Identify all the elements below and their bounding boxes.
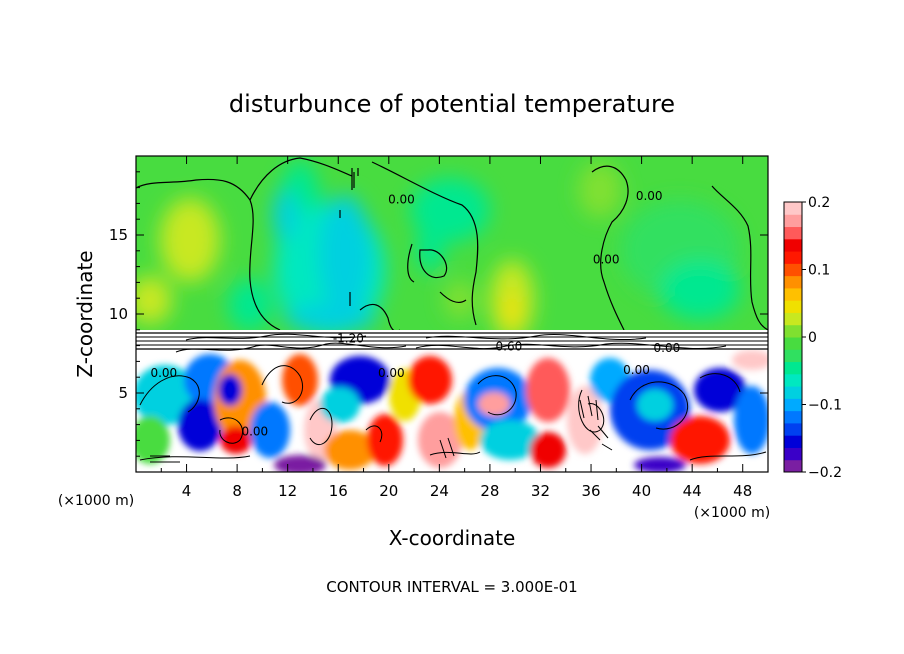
contour-label: 0.60 <box>496 339 523 353</box>
x-tick-label: 8 <box>232 482 242 500</box>
colorbar-swatch <box>784 202 802 215</box>
colorbar: 0.2 0.1 0 −0.1 −0.2 <box>783 195 842 481</box>
colorbar-swatch <box>784 287 802 301</box>
lower-field <box>136 350 768 472</box>
contour-label: 0.00 <box>593 252 620 266</box>
y-tick-label: 10 <box>109 305 128 323</box>
colorbar-swatch <box>784 251 802 264</box>
cool-patch <box>228 279 272 331</box>
contour-details <box>339 168 359 306</box>
colorbar-swatch <box>784 226 802 240</box>
colorbar-swatch <box>784 435 802 448</box>
contour-label: 0.00 <box>241 425 268 439</box>
contour-label: -1.20 <box>333 331 364 345</box>
warm-patch <box>160 198 220 282</box>
colorbar-tick-label: 0.1 <box>808 263 830 279</box>
colorbar-swatch <box>784 324 802 338</box>
contour-labels: 0.00 0.00 0.00 -1.20 0.60 0.00 0.00 0.00 0.00 0.0… <box>150 189 680 438</box>
x-tick-label: 40 <box>632 482 651 500</box>
x-tick-label: 36 <box>581 482 600 500</box>
contour-label: 0.00 <box>654 341 681 355</box>
plot-area: 0.00 0.00 0.00 -1.20 0.60 0.00 0.00 0.00 0.00 0.0… <box>136 156 768 472</box>
contour-interval-note: CONTOUR INTERVAL = 3.000E-01 <box>326 578 577 596</box>
cool-patch <box>660 260 740 320</box>
colorbar-tick-label: 0.2 <box>808 195 830 211</box>
colorbar-swatch <box>784 398 802 412</box>
colorbar-swatch <box>784 410 802 424</box>
cool-patch <box>284 304 376 332</box>
contour-label: 0.00 <box>388 192 415 206</box>
colorbar-swatch <box>784 386 802 399</box>
x-unit-left: (×1000 m) <box>58 493 134 509</box>
colorbar-swatch <box>784 263 802 277</box>
colorbar-swatch <box>784 459 802 473</box>
x-tick-label: 48 <box>733 482 752 500</box>
colorbar-tick-label: 0 <box>808 330 817 346</box>
colorbar-swatch <box>784 422 802 436</box>
upper-field <box>136 160 740 340</box>
inversion-band <box>136 330 768 353</box>
x-axis: 4 8 12 16 20 24 28 32 36 40 44 48 <box>160 156 752 500</box>
contour-details <box>150 395 613 463</box>
colorbar-swatch <box>784 337 802 350</box>
x-unit-right: (×1000 m) <box>694 505 770 521</box>
y-tick-label: 15 <box>109 226 128 244</box>
colorbar-swatch <box>784 349 802 363</box>
contour-label: 0.00 <box>378 366 405 380</box>
warm-patch <box>136 276 172 324</box>
cool-core <box>273 189 297 241</box>
colorbar-swatch <box>784 312 802 326</box>
contour-label: 0.00 <box>623 363 650 377</box>
colorbar-swatch <box>784 300 802 313</box>
colorbar-swatch <box>784 214 802 228</box>
lower-layer <box>136 350 768 472</box>
warm-core <box>503 294 521 326</box>
colorbar-swatch <box>784 238 802 252</box>
colorbar-swatch <box>784 373 802 387</box>
cool-patch <box>410 178 490 242</box>
y-tick-label: 5 <box>118 384 128 402</box>
x-tick-label: 16 <box>329 482 348 500</box>
y-axis-label: Z-coordinate <box>73 250 97 377</box>
x-tick-label: 20 <box>379 482 398 500</box>
x-tick-label: 12 <box>278 482 297 500</box>
x-tick-label: 24 <box>430 482 449 500</box>
x-tick-label: 44 <box>683 482 702 500</box>
warm-patch <box>578 162 622 218</box>
x-tick-label: 28 <box>480 482 499 500</box>
colorbar-tick-label: −0.1 <box>808 398 842 414</box>
contour-label: 0.00 <box>636 189 663 203</box>
lower-contours <box>139 365 767 461</box>
x-tick-label: 4 <box>182 482 192 500</box>
cool-core <box>319 195 371 315</box>
contour-label: 0.00 <box>150 366 177 380</box>
warm-patch <box>444 280 476 320</box>
colorbar-swatch <box>784 275 802 289</box>
x-axis-label: X-coordinate <box>389 526 516 550</box>
colorbar-tick-label: −0.2 <box>808 465 842 481</box>
x-tick-label: 32 <box>531 482 550 500</box>
y-axis: 5 10 15 <box>109 171 768 457</box>
colorbar-swatch <box>784 447 802 461</box>
upper-contours <box>136 157 768 332</box>
chart-title: disturbunce of potential temperature <box>229 90 675 118</box>
colorbar-swatch <box>784 361 802 375</box>
